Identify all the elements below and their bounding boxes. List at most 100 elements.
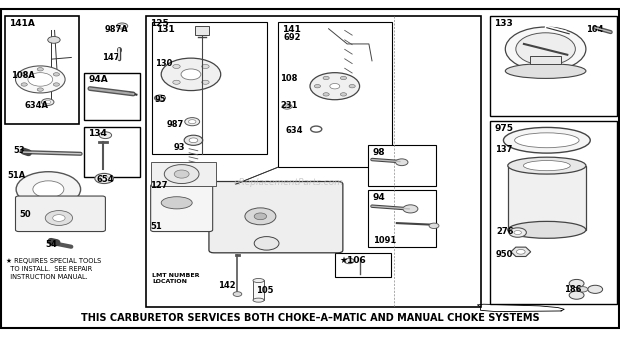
Circle shape xyxy=(310,73,360,100)
Circle shape xyxy=(323,93,329,96)
Circle shape xyxy=(33,181,64,198)
Circle shape xyxy=(154,95,166,101)
Circle shape xyxy=(202,65,209,69)
Circle shape xyxy=(514,231,521,235)
Text: 51: 51 xyxy=(150,222,162,232)
Circle shape xyxy=(21,73,27,76)
Text: 975: 975 xyxy=(494,124,513,133)
Ellipse shape xyxy=(253,279,264,283)
Bar xyxy=(490,121,617,304)
Circle shape xyxy=(174,170,189,178)
Circle shape xyxy=(285,105,289,107)
Text: 1091: 1091 xyxy=(373,236,397,245)
Polygon shape xyxy=(511,247,531,257)
Circle shape xyxy=(349,84,355,88)
Bar xyxy=(152,22,267,154)
Circle shape xyxy=(254,237,279,250)
Text: 54: 54 xyxy=(45,240,57,249)
Circle shape xyxy=(509,228,526,237)
Bar xyxy=(146,16,480,307)
Circle shape xyxy=(282,104,292,109)
Text: 130: 130 xyxy=(155,59,172,68)
Circle shape xyxy=(340,76,347,80)
Circle shape xyxy=(505,27,586,71)
Circle shape xyxy=(53,83,60,86)
Text: LMT NUMBER
LOCATION: LMT NUMBER LOCATION xyxy=(152,273,200,284)
Ellipse shape xyxy=(515,133,579,148)
Circle shape xyxy=(164,165,199,184)
Bar xyxy=(84,73,140,120)
Bar xyxy=(490,16,617,116)
Circle shape xyxy=(403,205,418,213)
Text: 95: 95 xyxy=(155,95,167,104)
Text: 634A: 634A xyxy=(25,101,49,110)
Ellipse shape xyxy=(523,161,570,171)
Circle shape xyxy=(45,211,73,225)
Text: 950: 950 xyxy=(496,250,513,259)
Circle shape xyxy=(21,83,27,86)
Bar xyxy=(1,308,619,329)
Text: 94A: 94A xyxy=(88,75,108,84)
FancyBboxPatch shape xyxy=(151,184,213,232)
Bar xyxy=(530,56,561,64)
Circle shape xyxy=(173,65,180,69)
Text: 51A: 51A xyxy=(7,171,25,180)
Bar xyxy=(253,280,264,300)
Circle shape xyxy=(314,84,321,88)
Text: 53: 53 xyxy=(14,146,25,155)
Text: 108: 108 xyxy=(280,74,298,83)
Text: 131: 131 xyxy=(156,25,175,34)
Circle shape xyxy=(37,68,43,71)
Text: 276: 276 xyxy=(496,227,513,236)
Text: 231: 231 xyxy=(280,101,298,110)
Circle shape xyxy=(323,76,329,80)
Circle shape xyxy=(202,80,209,84)
Circle shape xyxy=(99,132,112,139)
Circle shape xyxy=(188,120,196,124)
Circle shape xyxy=(95,173,113,184)
Bar xyxy=(368,145,436,186)
Bar xyxy=(335,253,391,277)
Circle shape xyxy=(588,285,603,293)
Circle shape xyxy=(100,176,108,181)
Text: 134: 134 xyxy=(88,129,107,139)
Text: 93: 93 xyxy=(174,143,185,152)
Circle shape xyxy=(181,69,201,80)
Circle shape xyxy=(185,118,200,126)
Circle shape xyxy=(53,73,60,76)
Bar xyxy=(5,16,79,124)
Bar xyxy=(195,26,209,35)
Circle shape xyxy=(569,291,584,299)
Circle shape xyxy=(254,213,267,220)
Text: ★ REQUIRES SPECIAL TOOLS
  TO INSTALL.  SEE REPAIR
  INSTRUCTION MANUAL.: ★ REQUIRES SPECIAL TOOLS TO INSTALL. SEE… xyxy=(6,258,102,280)
Text: 50: 50 xyxy=(20,210,32,219)
Circle shape xyxy=(344,258,354,264)
Text: 133: 133 xyxy=(494,19,513,28)
Circle shape xyxy=(429,223,439,228)
Circle shape xyxy=(42,99,54,105)
Bar xyxy=(508,166,586,230)
Circle shape xyxy=(16,172,81,207)
Ellipse shape xyxy=(253,298,264,302)
Circle shape xyxy=(53,215,65,221)
Text: 94: 94 xyxy=(373,193,386,202)
Circle shape xyxy=(117,23,128,29)
Text: 147: 147 xyxy=(102,53,120,63)
Text: 987: 987 xyxy=(166,120,184,129)
Circle shape xyxy=(184,135,203,145)
Circle shape xyxy=(16,66,65,93)
Text: 104: 104 xyxy=(586,25,603,34)
Ellipse shape xyxy=(508,157,586,174)
Circle shape xyxy=(245,208,276,225)
Circle shape xyxy=(161,58,221,91)
Text: 127: 127 xyxy=(150,181,167,190)
Text: 142: 142 xyxy=(218,281,236,290)
Ellipse shape xyxy=(161,197,192,209)
Circle shape xyxy=(189,138,198,143)
Text: 105: 105 xyxy=(256,286,273,295)
Text: 141: 141 xyxy=(282,25,301,34)
Ellipse shape xyxy=(503,127,590,153)
Circle shape xyxy=(396,159,408,166)
Circle shape xyxy=(173,80,180,84)
Text: eReplacementParts.com: eReplacementParts.com xyxy=(233,178,343,187)
